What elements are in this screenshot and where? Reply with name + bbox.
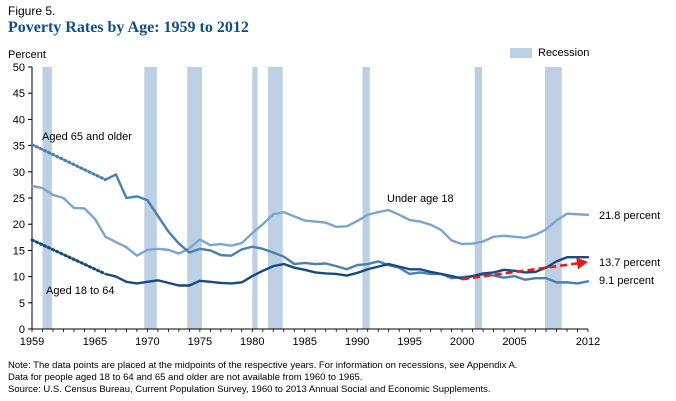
x-tick-label: 1995 [397, 336, 421, 348]
trend-arrow [461, 257, 588, 281]
y-axis-label: Percent [8, 49, 46, 61]
x-tick-label: 1990 [345, 336, 369, 348]
note-line-1: Note: The data points are placed at the … [8, 360, 518, 371]
y-tick-label: 20 [13, 219, 25, 231]
label-under-age-18: Under age 18 [387, 193, 454, 205]
y-tick-label: 0 [19, 324, 25, 336]
extrapolation-line [30, 143, 107, 182]
end-label-aged-65-and-older: 9.1 percent [599, 275, 654, 287]
recession-bands [42, 67, 562, 329]
y-tick-label: 40 [13, 114, 25, 126]
x-tick-label: 1980 [240, 336, 264, 348]
x-tick-label: 2012 [576, 336, 600, 348]
end-label-under-age-18: 21.8 percent [599, 210, 660, 222]
x-tick-label: 2000 [450, 336, 474, 348]
recession-swatch [510, 48, 532, 58]
recession-band [268, 67, 283, 329]
chart: 0 5 10 15 20 25 30 35 40 45 50 1959 1965 1970 1975 198… [13, 62, 660, 348]
y-tick-label: 25 [13, 193, 25, 205]
chart-title: Poverty Rates by Age: 1959 to 2012 [8, 19, 249, 36]
trend-arrow-shaft [461, 262, 578, 281]
extrapolation-line [30, 238, 107, 276]
extrapolation-lines [30, 143, 107, 276]
series-line-aged-18-to-64 [104, 256, 590, 287]
end-label-aged-18-to-64: 13.7 percent [599, 257, 660, 269]
series-line-under-age-18 [30, 184, 590, 257]
recession-band [544, 67, 562, 329]
x-tick-label: 1975 [188, 336, 212, 348]
x-tick-label: 2005 [502, 336, 526, 348]
y-tick-label: 50 [13, 62, 25, 74]
series-lines [30, 173, 590, 287]
recession-band [187, 67, 202, 329]
trend-arrow-head [576, 257, 588, 270]
recession-band [474, 67, 483, 329]
label-aged-65-and-older: Aged 65 and older [42, 131, 132, 143]
x-tick-label: 1959 [20, 336, 44, 348]
legend-label: Recession [538, 47, 590, 59]
recession-band [362, 67, 370, 329]
source-note: Source: U.S. Census Bureau, Current Popu… [8, 384, 491, 395]
recession-band [144, 67, 157, 329]
y-tick-label: 15 [13, 245, 25, 257]
y-axis: 0 5 10 15 20 25 30 35 40 45 50 [13, 62, 33, 336]
x-axis: 1959 1965 1970 1975 1980 1985 1990 1995 2000 2005… [20, 328, 600, 348]
series-line-aged-65-and-older [104, 173, 590, 285]
recession-band [42, 67, 52, 329]
figure-label: Figure 5. [8, 4, 56, 18]
x-tick-label: 1965 [83, 336, 107, 348]
legend: Recession [510, 47, 589, 59]
recession-band [252, 67, 258, 329]
label-aged-18-to-64: Aged 18 to 64 [46, 285, 115, 297]
y-tick-label: 30 [13, 167, 25, 179]
note-line-2: Data for people aged 18 to 64 and 65 and… [8, 371, 363, 383]
y-tick-label: 5 [19, 298, 25, 310]
x-tick-label: 1985 [293, 336, 317, 348]
y-tick-label: 35 [13, 141, 25, 153]
y-tick-label: 10 [13, 272, 25, 284]
y-tick-label: 45 [13, 88, 25, 100]
note: Note: The data points are placed at the … [8, 360, 668, 383]
x-tick-label: 1970 [135, 336, 159, 348]
